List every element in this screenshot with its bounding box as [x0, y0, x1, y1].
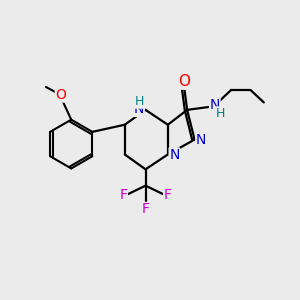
Text: N: N: [169, 148, 180, 162]
Text: F: F: [119, 188, 127, 203]
Text: O: O: [56, 88, 66, 102]
Text: N: N: [196, 133, 206, 147]
Text: O: O: [178, 74, 190, 89]
Text: H: H: [134, 95, 144, 108]
Text: F: F: [164, 188, 172, 203]
Text: N: N: [134, 102, 144, 116]
Text: F: F: [142, 202, 149, 216]
Text: N: N: [210, 98, 220, 112]
Text: H: H: [216, 107, 225, 120]
